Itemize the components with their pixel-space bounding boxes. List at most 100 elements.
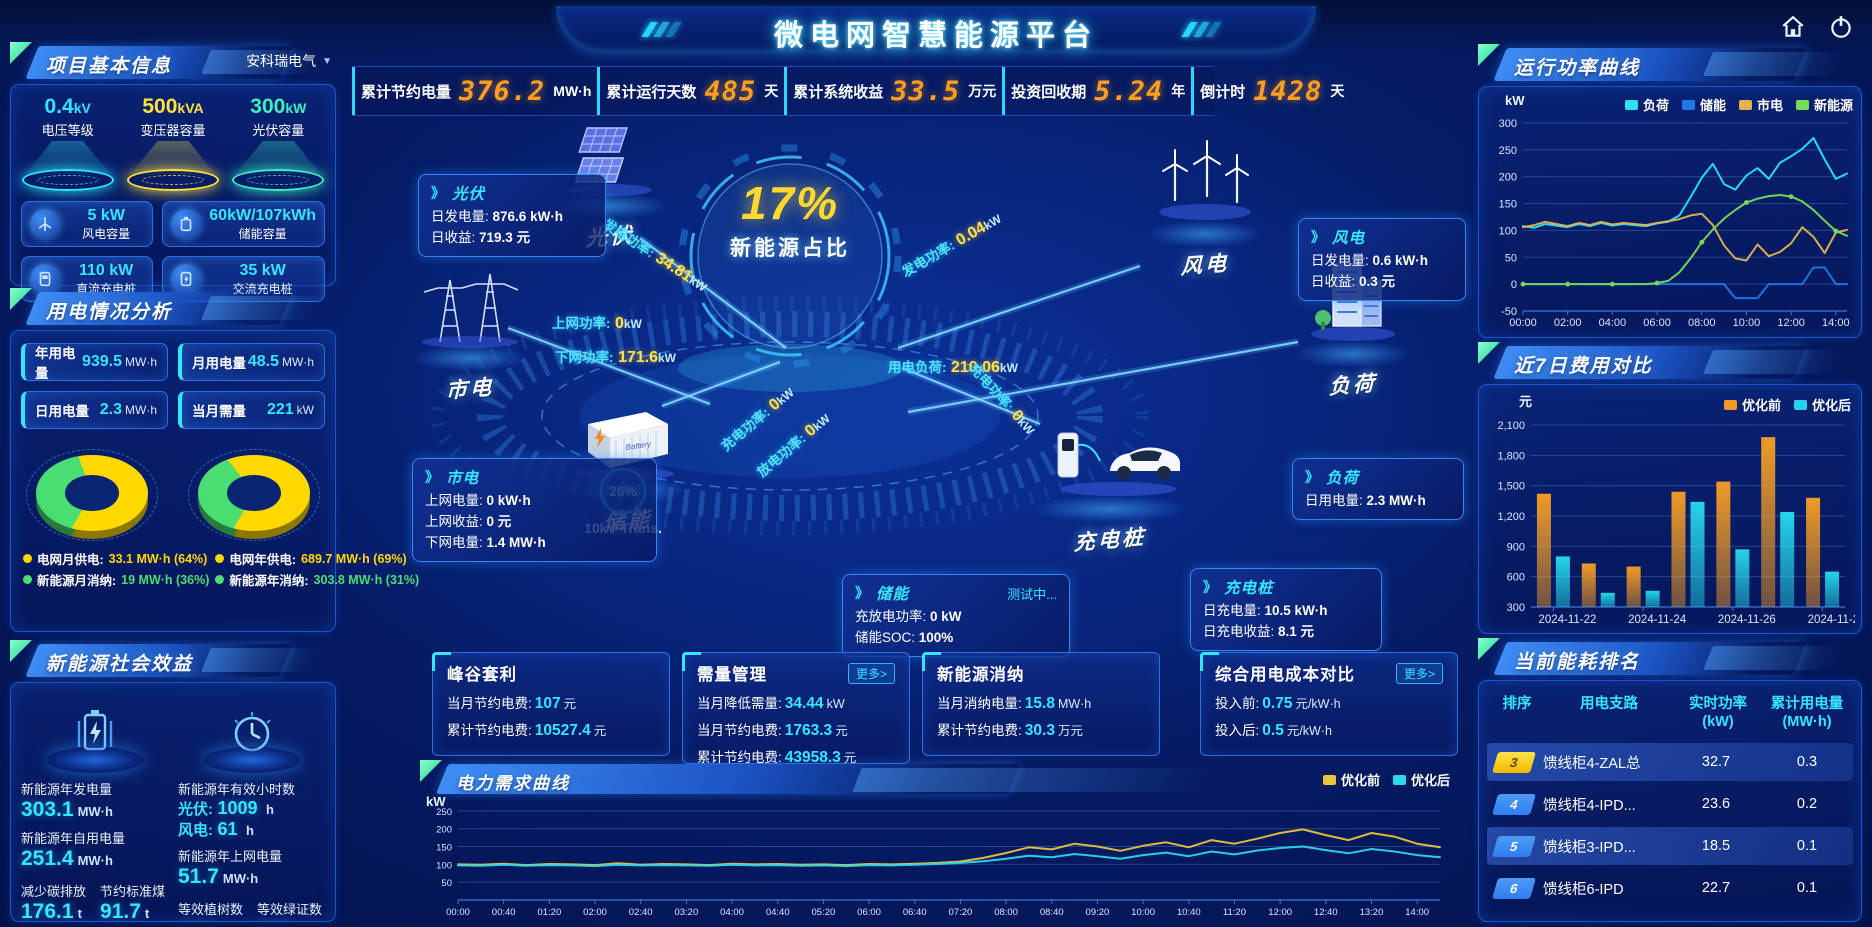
table-row[interactable]: 3 馈线柜4-ZAL总 32.7 0.3 [1487,743,1853,782]
svg-text:06:40: 06:40 [903,907,927,918]
benefits-body: 新能源年发电量 303.1 MW·h 新能源年自用电量 251.4 MW·h 减少碳… [10,682,336,922]
svg-text:00:00: 00:00 [446,907,470,918]
power-icon[interactable] [1828,14,1854,40]
table-row[interactable]: 4 馈线柜4-IPD... 23.6 0.2 [1487,785,1853,823]
company-dropdown[interactable]: 安科瑞电气 ▼ [246,51,332,71]
svg-text:02:00: 02:00 [1554,317,1582,329]
node-grid[interactable]: 市电 [395,264,545,403]
more-button[interactable]: 更多> [1395,662,1443,684]
wind-info-box: 》风电 日发电量: 0.6 kW·h 日收益: 0.3 元 [1298,218,1466,301]
usage-stat-pill: 日用电量 2.3 MW·h [21,391,168,429]
svg-text:10:40: 10:40 [1177,907,1201,918]
svg-text:250: 250 [436,807,452,818]
svg-text:12:00: 12:00 [1777,317,1805,329]
svg-text:08:00: 08:00 [1688,317,1716,329]
node-label: 负荷 [1328,371,1377,400]
chevron-down-icon: ▼ [322,55,332,67]
svg-text:05:20: 05:20 [812,907,836,918]
svg-text:10:00: 10:00 [1733,317,1761,329]
grid-info-box: 》市电 上网电量: 0 kW·h 上网收益: 0 元 下网电量: 1.4 MW·… [412,458,657,562]
kpi-value: 376.2 [459,75,546,107]
demand-chart-svg: 250 200 150 100 50 00:00 00:40 01:20 02:00 02:40 0… [436,807,1441,918]
panel-project-info: 项目基本信息 安科瑞电气 ▼ 0.4kV 电压等级 500kVA 变压器容量 3… [10,42,336,302]
demand-chart: kW 250 200 150 100 50 00:00 00:40 01:20 02:00 02:… [420,794,1460,923]
svg-text:300: 300 [1499,118,1517,130]
ac-charger-icon [171,264,202,294]
load-info-box: 》负荷 日用电量: 2.3 MW·h [1292,458,1464,520]
storage-info-box: 》储能 测试中... 充放电功率: 0 kW 储能SOC: 100% [842,574,1070,657]
svg-text:-50: -50 [1501,306,1517,318]
self-use-stat: 新能源年自用电量 251.4 MW·h [21,831,126,870]
cost-legend: 优化前 优化后 [1723,395,1851,414]
usage-stat-pill: 年用电量 939.5 MW·h [21,343,168,381]
svg-text:01:20: 01:20 [537,907,561,918]
node-charger[interactable]: 充电桩 [1030,411,1190,555]
spotlight-stat: 300kW 光伏容量 [228,95,328,191]
svg-text:Battery: Battery [625,439,652,452]
svg-text:04:00: 04:00 [1599,317,1627,329]
cost-chart-svg: 2,100 1,800 1,500 1,200 900 600 300 2024-11-22 2… [1497,420,1865,626]
demand-legend: 优化前 优化后 [1322,770,1450,789]
donut-legend-item: 新能源年消纳: 303.8 MW·h (31%) [215,570,419,589]
kpi-income: 累计系统收益 33.5 万元 [784,67,1002,115]
svg-text:14:00: 14:00 [1822,317,1850,329]
svg-text:50: 50 [441,878,452,889]
svg-text:50: 50 [1505,252,1517,264]
table-row[interactable]: 6 馈线柜6-IPD 22.7 0.1 [1487,869,1853,907]
table-row[interactable]: 5 馈线柜3-IPD... 18.5 0.1 [1487,827,1853,866]
arrow-icon: 》 [431,185,445,201]
spotlight-stat: 500kVA 变压器容量 [123,95,223,191]
wind-capacity-card: 5 kW 风电容量 [21,201,154,247]
title-deco-right [1181,22,1222,37]
company-name: 安科瑞电气 [246,53,317,69]
charger-info-box: 》充电桩 日充电量: 10.5 kW·h 日充电收益: 8.1 元 [1190,568,1382,651]
wind-turbine-icon [1159,140,1251,220]
share-value: 17% [740,177,840,229]
svg-text:13:20: 13:20 [1360,907,1384,918]
page-title: 微电网智慧能源平台 [773,20,1099,52]
svg-text:06:00: 06:00 [1643,317,1671,329]
svg-text:00:00: 00:00 [1509,317,1537,329]
home-icon[interactable] [1780,14,1806,40]
arrow-icon: 》 [1203,579,1217,595]
panel-ranking: 当前能耗排名 排序 用电支路 实时功率 (kW) 累计用电量 (MW·h) 3 馈线… [1478,638,1862,922]
usage-stat-pill: 当月需量 221 kW [178,391,325,429]
svg-text:900: 900 [1507,541,1525,553]
arrow-icon: 》 [1305,469,1319,485]
panel-title: 当前能耗排名 [1514,652,1641,673]
rank-badge: 4 [1491,793,1537,815]
mid-title: 需量管理 [697,666,767,684]
rank-badge: 5 [1491,835,1537,857]
usage-stat-pill: 月用电量 48.5 MW·h [178,343,325,381]
svg-text:12:40: 12:40 [1314,907,1338,918]
svg-text:1,800: 1,800 [1497,450,1525,462]
svg-text:11:20: 11:20 [1223,907,1246,918]
annual-generation-stat: 新能源年发电量 303.1 MW·h [21,782,113,821]
title-deco-left [641,22,682,37]
dc-charger-icon [30,264,60,294]
rank-badge: 6 [1491,877,1537,899]
panel-demand-mgmt: 需量管理 更多> 当月降低需量: 34.44 kW 当月节约电费: 1763.3 元 累… [682,652,910,766]
svg-text:2024-11-22: 2024-11-22 [1538,614,1596,626]
arrow-icon: 》 [1311,229,1325,245]
svg-text:00:40: 00:40 [492,907,516,918]
svg-text:04:00: 04:00 [720,907,744,918]
pv-info-box: 》光伏 日发电量: 876.6 kW·h 日收益: 719.3 元 [418,174,606,257]
node-wind[interactable]: 风电 [1135,138,1275,279]
svg-text:2024-11-26: 2024-11-26 [1718,614,1776,626]
diagram-canvas [431,144,1299,535]
node-label: 风电 [1180,251,1230,280]
svg-text:1,200: 1,200 [1497,511,1525,523]
kpi-unit: MW·h [553,83,592,99]
svg-text:03:20: 03:20 [674,907,698,918]
panel-title: 运行功率曲线 [1514,58,1641,79]
panel-title: 电力需求曲线 [456,774,570,793]
node-label: 市电 [445,375,495,404]
mid-title: 新能源消纳 [937,666,1025,684]
power-legend: 负荷 储能 市电 新能源 [1624,95,1853,114]
flow-grid-up: 上网功率: 0kW [552,315,642,332]
certs-stat: 等效绿证数 303张 [257,902,323,921]
svg-text:1,500: 1,500 [1497,481,1525,493]
svg-text:14:00: 14:00 [1405,907,1429,918]
more-button[interactable]: 更多> [847,662,895,684]
